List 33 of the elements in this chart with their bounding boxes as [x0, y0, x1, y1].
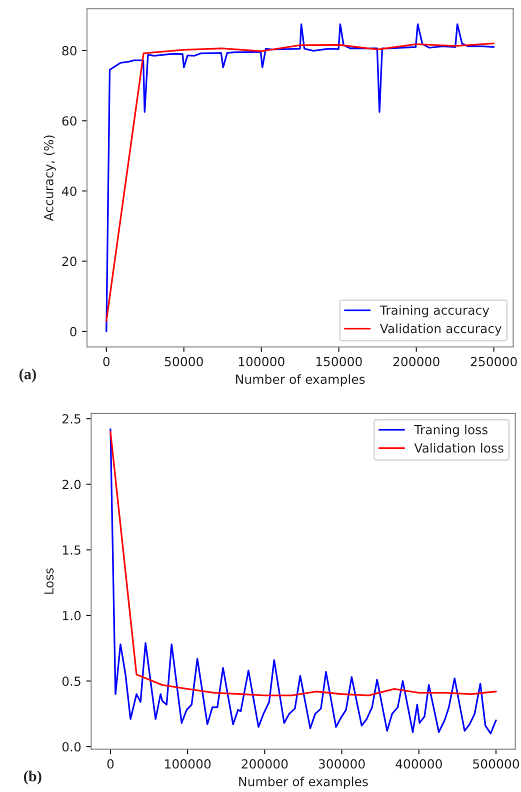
y-tick-label: 2.5	[62, 414, 80, 424]
x-tick-label: 200000	[393, 356, 440, 366]
x-axis-title: Number of examples	[239, 776, 368, 789]
text: (a)	[19, 368, 36, 382]
x-tick-label: 300000	[318, 759, 365, 769]
x-tick-label: 250000	[470, 356, 517, 366]
y-tick-label: 0.0	[62, 742, 81, 752]
x-tick-label: 400000	[396, 759, 442, 769]
y-axis-title: Loss	[44, 568, 54, 594]
x-tick-label: 150000	[316, 356, 362, 366]
x-tick-label: 0	[107, 759, 114, 769]
y-tick-label: 60	[62, 116, 76, 126]
x-tick-label: 0	[103, 356, 110, 366]
legend-label: Validation accuracy	[380, 324, 502, 336]
legend-label: Validation loss	[414, 443, 504, 453]
y-tick-label: 2.0	[62, 480, 81, 490]
y-tick-label: 80	[62, 46, 76, 56]
x-tick-label: 100000	[238, 356, 284, 366]
y-tick-label: 0.5	[62, 676, 80, 686]
x-tick-label: 100000	[165, 759, 211, 769]
x-axis-title: Number of examples	[236, 374, 365, 386]
y-tick-label: 20	[62, 256, 76, 266]
y-tick-label: 1.5	[62, 545, 80, 555]
y-axis-title: Accuracy, (%)	[44, 136, 56, 222]
y-tick-label: 1.0	[62, 610, 81, 620]
x-tick-label: 200000	[242, 759, 288, 769]
legend-label: Traning loss	[414, 424, 488, 437]
x-tick-label: 500000	[473, 759, 520, 769]
x-tick-label: 50000	[164, 356, 203, 366]
y-tick-label: 40	[62, 186, 76, 196]
legend-label: Training accuracy	[380, 305, 490, 318]
y-tick-label: 0	[70, 326, 76, 336]
text: (b)	[24, 770, 42, 784]
